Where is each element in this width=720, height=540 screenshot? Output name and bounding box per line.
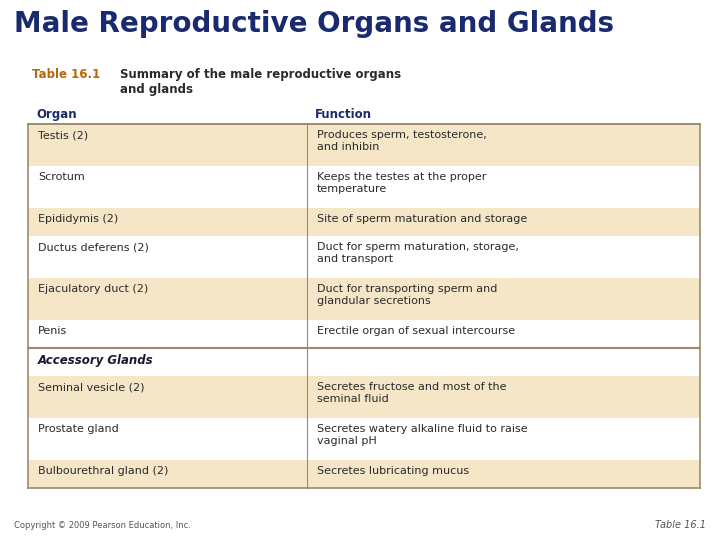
Text: Male Reproductive Organs and Glands: Male Reproductive Organs and Glands — [14, 10, 614, 38]
Text: Epididymis (2): Epididymis (2) — [38, 214, 118, 224]
Text: Organ: Organ — [36, 108, 76, 121]
Bar — [28, 208, 700, 236]
Text: Bulbourethral gland (2): Bulbourethral gland (2) — [38, 466, 168, 476]
Text: Produces sperm, testosterone,
and inhibin: Produces sperm, testosterone, and inhibi… — [317, 130, 487, 152]
Text: Secretes lubricating mucus: Secretes lubricating mucus — [317, 466, 469, 476]
Text: Secretes fructose and most of the
seminal fluid: Secretes fructose and most of the semina… — [317, 382, 506, 404]
Bar — [28, 278, 700, 320]
Text: Site of sperm maturation and storage: Site of sperm maturation and storage — [317, 214, 527, 224]
Text: Ejaculatory duct (2): Ejaculatory duct (2) — [38, 284, 148, 294]
Bar — [28, 460, 700, 488]
Text: Erectile organ of sexual intercourse: Erectile organ of sexual intercourse — [317, 326, 515, 336]
Text: Seminal vesicle (2): Seminal vesicle (2) — [38, 382, 145, 392]
Text: Keeps the testes at the proper
temperature: Keeps the testes at the proper temperatu… — [317, 172, 486, 194]
Text: Testis (2): Testis (2) — [38, 130, 88, 140]
Text: Summary of the male reproductive organs: Summary of the male reproductive organs — [120, 68, 401, 81]
Text: Table 16.1: Table 16.1 — [655, 520, 706, 530]
Text: Duct for sperm maturation, storage,
and transport: Duct for sperm maturation, storage, and … — [317, 242, 518, 265]
Text: Scrotum: Scrotum — [38, 172, 85, 182]
Text: Secretes watery alkaline fluid to raise
vaginal pH: Secretes watery alkaline fluid to raise … — [317, 424, 528, 447]
Text: Duct for transporting sperm and
glandular secretions: Duct for transporting sperm and glandula… — [317, 284, 498, 306]
Text: Table 16.1: Table 16.1 — [32, 68, 100, 81]
Text: and glands: and glands — [120, 83, 193, 96]
Text: Ductus deferens (2): Ductus deferens (2) — [38, 242, 149, 252]
Text: Accessory Glands: Accessory Glands — [38, 354, 153, 367]
Text: Penis: Penis — [38, 326, 67, 336]
Bar — [28, 124, 700, 166]
Text: Function: Function — [315, 108, 372, 121]
Text: Prostate gland: Prostate gland — [38, 424, 119, 434]
Text: Copyright © 2009 Pearson Education, Inc.: Copyright © 2009 Pearson Education, Inc. — [14, 521, 191, 530]
Bar — [28, 376, 700, 418]
